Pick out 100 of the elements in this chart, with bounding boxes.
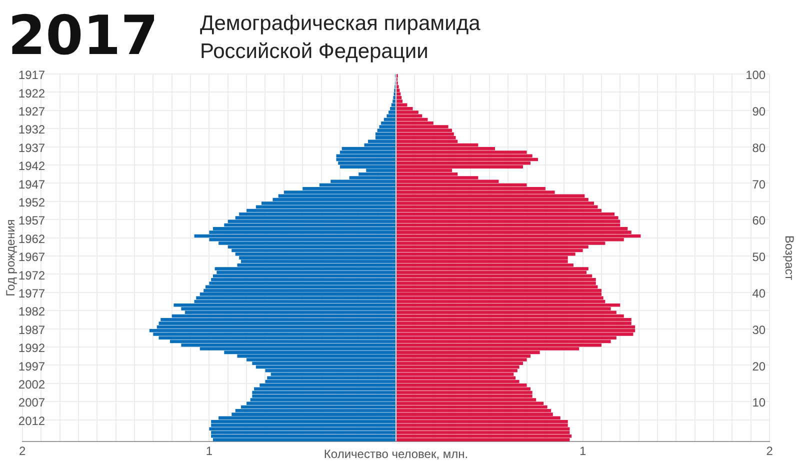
bar	[256, 365, 396, 369]
bar	[390, 106, 396, 110]
y-tick-label: 1927	[18, 104, 46, 119]
bar	[396, 322, 632, 325]
bar	[211, 420, 396, 424]
y2-tick-label: 90	[752, 104, 766, 119]
bar	[342, 146, 396, 150]
bar	[396, 88, 400, 92]
bar	[396, 328, 636, 332]
bar	[396, 234, 641, 238]
bar	[336, 154, 396, 158]
bar	[396, 220, 620, 224]
bar	[228, 220, 396, 224]
bar	[254, 387, 396, 390]
bar	[392, 100, 396, 103]
bar	[388, 110, 396, 114]
bar	[212, 274, 396, 278]
bar	[396, 205, 598, 208]
bar	[252, 390, 396, 394]
bar	[384, 118, 396, 122]
bar	[212, 227, 396, 230]
bar	[396, 430, 570, 434]
bar	[396, 110, 418, 114]
y2-axis-title: Возраст	[782, 235, 796, 281]
bar	[204, 288, 396, 292]
y-tick-label: 2002	[18, 378, 46, 392]
bar	[396, 372, 514, 376]
bar	[396, 216, 618, 220]
bar	[396, 362, 524, 365]
y-axis-title: Год рождения	[4, 219, 18, 296]
y2-tick-label: 100	[746, 68, 766, 82]
bar	[232, 248, 396, 252]
y-tick-label: 1967	[18, 250, 46, 264]
bar	[267, 376, 396, 380]
y-tick-label: 1987	[18, 322, 46, 337]
bar	[252, 394, 396, 398]
bar	[396, 420, 568, 424]
y-tick-label: 2012	[18, 414, 46, 428]
y2-tick-label: 40	[752, 286, 766, 301]
y-tick-label: 1972	[18, 268, 46, 282]
bar	[396, 202, 594, 205]
bar	[396, 96, 402, 100]
bar	[396, 274, 592, 278]
bar	[211, 278, 396, 282]
bar	[174, 303, 396, 307]
bar	[396, 434, 572, 438]
y-tick-label: 1962	[18, 232, 46, 246]
bar	[375, 132, 396, 136]
bar	[338, 162, 396, 165]
chart-subtitle: Демографическая пирамида Российской Федерации	[200, 11, 482, 65]
bar	[212, 438, 396, 442]
x-axis-title: Количество человек, млн.	[324, 446, 468, 461]
bar	[160, 318, 396, 322]
bar	[396, 128, 452, 132]
bar	[396, 384, 527, 387]
bar	[396, 405, 548, 409]
bar	[396, 376, 516, 380]
bar	[396, 358, 527, 362]
bar	[396, 318, 632, 322]
bar	[396, 325, 636, 329]
bar	[396, 100, 403, 103]
x-tick-label: 2	[19, 444, 26, 458]
bar	[396, 282, 596, 285]
bar	[396, 212, 615, 216]
y-tick-label: 1917	[18, 68, 46, 82]
bar	[235, 252, 396, 256]
bar	[396, 424, 568, 427]
bar	[200, 292, 396, 296]
y2-tick-label: 10	[752, 396, 766, 410]
bar	[396, 158, 538, 162]
bar	[250, 398, 396, 402]
bar	[396, 390, 532, 394]
y-tick-label: 2007	[18, 396, 46, 410]
bar	[205, 285, 396, 289]
y-tick-label: 1937	[18, 140, 46, 155]
y2-tick-label: 50	[752, 250, 766, 264]
y2-tick-label: 60	[752, 214, 766, 228]
bar	[211, 434, 396, 438]
chart-title: 2017	[8, 4, 158, 67]
bar	[340, 150, 396, 154]
y-tick-label: 1932	[18, 122, 46, 137]
bar	[396, 288, 602, 292]
bar	[381, 121, 396, 125]
bar	[209, 282, 396, 285]
bar	[379, 125, 396, 128]
x-tick-label: 1	[206, 444, 213, 458]
bar	[396, 438, 570, 442]
bar	[340, 165, 396, 168]
bar	[158, 322, 396, 325]
bar	[396, 365, 520, 369]
bar	[396, 227, 628, 230]
y-tick-label: 1982	[18, 304, 46, 319]
y-tick-label: 1922	[18, 86, 46, 100]
bar	[396, 427, 570, 430]
bar	[239, 212, 396, 216]
bar	[396, 136, 456, 140]
bar	[239, 256, 396, 260]
bar	[396, 292, 602, 296]
bar	[196, 296, 396, 300]
bar	[240, 260, 396, 264]
